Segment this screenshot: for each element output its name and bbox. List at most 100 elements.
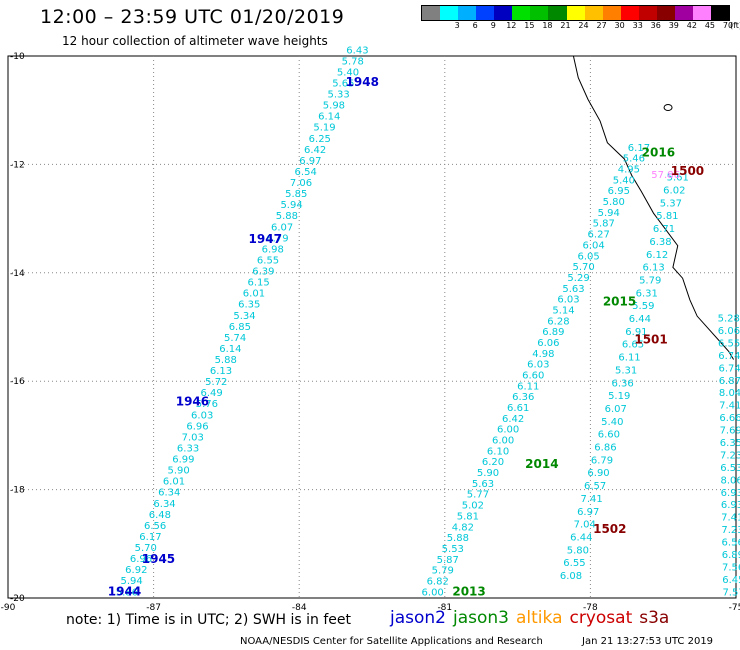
swh-value: 7.03 xyxy=(182,432,204,443)
legend-item-jason2: jason2 xyxy=(390,608,446,628)
pass-number-label: 1502 xyxy=(593,522,626,536)
color-scale-bar xyxy=(421,5,730,21)
swh-value: 6.99 xyxy=(172,455,194,466)
swh-value: 6.11 xyxy=(618,353,640,364)
swh-value: 5.34 xyxy=(233,311,255,322)
swh-value: 6.93 xyxy=(721,500,740,511)
swh-value: 4.95 xyxy=(618,165,640,176)
swh-value: 5.77 xyxy=(467,490,489,501)
swh-value: 5.14 xyxy=(552,305,574,316)
coastline xyxy=(572,55,735,360)
scale-swatch xyxy=(711,6,730,20)
scale-swatch xyxy=(422,6,441,20)
swh-value: 6.06 xyxy=(537,338,559,349)
lon-tick-label: -90 xyxy=(1,603,16,613)
swh-value: 5.87 xyxy=(437,555,459,566)
swh-value: 5.86 xyxy=(116,587,138,598)
swh-value: 5.74 xyxy=(224,333,246,344)
swh-value: 5.76 xyxy=(196,399,218,410)
swh-value: 6.57 xyxy=(584,481,606,492)
generation-timestamp: Jan 21 13:27:53 UTC 2019 xyxy=(582,636,714,647)
lat-tick-label: -16 xyxy=(10,377,25,387)
pass-number-label: 2013 xyxy=(452,584,485,598)
swh-value: 5.29 xyxy=(567,273,589,284)
lat-tick-label: -14 xyxy=(10,269,25,279)
scale-swatch xyxy=(656,6,675,20)
swh-value: 6.56 xyxy=(722,538,740,549)
lon-tick-label: -87 xyxy=(146,603,161,613)
swh-value: 6.02 xyxy=(663,186,685,197)
swh-value: 5.88 xyxy=(276,211,298,222)
swh-value: 6.33 xyxy=(177,443,199,454)
scale-swatch xyxy=(584,6,603,20)
footer-note: note: 1) Time is in UTC; 2) SWH is in fe… xyxy=(66,612,352,628)
swh-value: 6.86 xyxy=(594,443,616,454)
swh-value: 5.63 xyxy=(562,284,584,295)
swh-value: 6.36 xyxy=(612,378,634,389)
scale-swatch xyxy=(494,6,513,20)
swh-value: 6.71 xyxy=(653,224,675,235)
swh-value: 6.82 xyxy=(427,576,449,587)
page-subtitle: 12 hour collection of altimeter wave hei… xyxy=(62,34,328,48)
swh-value: 6.74 xyxy=(718,351,740,362)
swh-value: 5.85 xyxy=(285,189,307,200)
page-title: 12:00 – 23:59 UTC 01/20/2019 xyxy=(40,6,345,28)
scale-swatch xyxy=(692,6,711,20)
swh-value: 6.36 xyxy=(512,392,534,403)
scale-tick-label: 9 xyxy=(490,21,496,30)
scale-tick-label: 30 xyxy=(614,21,625,30)
scale-tick-label: 70 xyxy=(722,21,734,30)
island-outline xyxy=(663,103,673,111)
scale-swatch xyxy=(458,6,477,20)
scale-swatch xyxy=(512,6,531,20)
scale-unit-label: (ft) xyxy=(729,21,740,30)
swh-value: 5.40 xyxy=(601,417,623,428)
legend-item-cryosat: cryosat xyxy=(569,608,633,628)
swh-value: 5.65 xyxy=(332,78,354,89)
swh-value: 6.04 xyxy=(583,240,605,251)
swh-value: 6.60 xyxy=(522,370,544,381)
swh-value: 6.00 xyxy=(492,436,514,447)
swh-value: 6.45 xyxy=(722,575,740,586)
swh-value: 7.41 xyxy=(721,513,740,524)
pass-number-label: 2016 xyxy=(642,145,675,159)
scale-tick-label: 39 xyxy=(668,21,679,30)
credit-text: NOAA/NESDIS Center for Satellite Applica… xyxy=(240,636,543,647)
swh-value: 6.11 xyxy=(517,381,539,392)
pass-number-label: 2015 xyxy=(603,294,636,308)
swh-value: 6.85 xyxy=(229,322,251,333)
pass-number-label: 1945 xyxy=(142,552,175,566)
pass-number-label: 1947 xyxy=(249,232,282,246)
swh-value: 6.03 xyxy=(557,295,579,306)
swh-value: 5.61 xyxy=(667,173,689,184)
swh-value: 5.87 xyxy=(593,219,615,230)
swh-value: 6.35 xyxy=(720,438,740,449)
pass-number-label: 1946 xyxy=(176,395,209,409)
pass-number-label: 1948 xyxy=(346,75,379,89)
swh-value: 6.89 xyxy=(542,327,564,338)
swh-value: 5.31 xyxy=(615,365,637,376)
swh-value: 6.25 xyxy=(309,134,331,145)
scale-tick-label: 21 xyxy=(560,21,571,30)
lon-tick-label: -75 xyxy=(729,603,740,613)
swh-value: 6.91 xyxy=(625,327,647,338)
swh-value: 6.49 xyxy=(200,388,222,399)
swh-value: 4.82 xyxy=(452,522,474,533)
swh-value: 6.34 xyxy=(153,499,175,510)
swh-value: 6.89 xyxy=(722,550,740,561)
swh-value: 6.35 xyxy=(238,300,260,311)
scale-swatch xyxy=(638,6,657,20)
swh-value: 6.05 xyxy=(577,251,599,262)
swh-value: 6.03 xyxy=(527,360,549,371)
lon-tick-label: -84 xyxy=(292,603,307,613)
scale-swatch xyxy=(548,6,567,20)
pass-number-label: 1944 xyxy=(108,584,141,598)
legend-item-altika: altika xyxy=(516,608,563,628)
swh-value: 5.79 xyxy=(432,566,454,577)
swh-value: 6.17 xyxy=(628,143,650,154)
swh-value: 6.42 xyxy=(502,414,524,425)
swh-value: 6.55 xyxy=(718,338,740,349)
swh-value: 8.04 xyxy=(719,388,740,399)
swh-value: 6.44 xyxy=(570,532,592,543)
